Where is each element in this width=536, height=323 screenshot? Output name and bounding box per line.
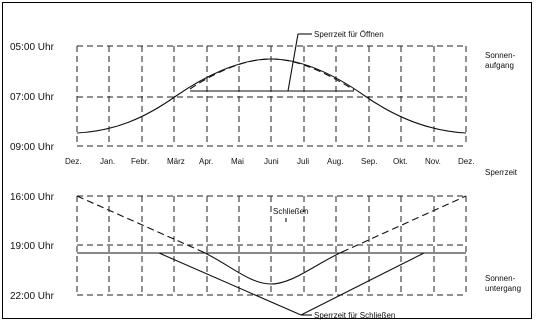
bottom-y-label-0: 16:00 Uhr bbox=[10, 192, 55, 203]
month-label: März bbox=[167, 157, 185, 166]
bottom-y-label-1: 19:00 Uhr bbox=[10, 241, 55, 252]
month-label: Dez. bbox=[458, 157, 474, 166]
sunset-curve-dashed-right bbox=[341, 195, 467, 253]
month-axis: Dez. Jan. Febr. März Apr. Mai Juni Juli … bbox=[65, 157, 474, 166]
month-label: Nov. bbox=[425, 157, 441, 166]
month-label: Jan. bbox=[100, 157, 115, 166]
month-label: Sep. bbox=[361, 157, 377, 166]
sunrise-label-line2: aufgang bbox=[485, 61, 514, 70]
top-y-label-2: 09:00 Uhr bbox=[10, 142, 55, 153]
top-y-label-1: 07:00 Uhr bbox=[10, 92, 55, 103]
bottom-panel: Sperrzeit für Schließen Schließen 16:00 … bbox=[10, 192, 521, 320]
month-label: Aug. bbox=[327, 157, 343, 166]
bottom-y-label-2: 22:00 Uhr bbox=[10, 291, 55, 302]
sunset-curve-solid bbox=[202, 251, 343, 285]
month-label: Dez. bbox=[65, 157, 81, 166]
month-label: Juni bbox=[264, 157, 279, 166]
month-label: Mai bbox=[231, 157, 244, 166]
month-label: Okt. bbox=[393, 157, 408, 166]
month-label: Apr. bbox=[199, 157, 213, 166]
close-inner-label: Schließen bbox=[273, 207, 309, 216]
diagram-frame bbox=[2, 2, 532, 319]
sunset-curve-dashed-left bbox=[76, 195, 204, 253]
close-lockout-pointer bbox=[158, 252, 425, 316]
sunrise-curve-dashed bbox=[189, 58, 355, 91]
month-label: Juli bbox=[297, 157, 309, 166]
sunset-label-line2: untergang bbox=[485, 284, 521, 293]
lockout-label: Sperrzeit bbox=[485, 168, 518, 177]
month-label: Febr. bbox=[131, 157, 149, 166]
close-lockout-annotation: Sperrzeit für Schließen bbox=[314, 311, 395, 320]
top-y-label-0: 05:00 Uhr bbox=[10, 42, 55, 53]
top-panel: Sperrzeit für Öffnen 05:00 Uhr 07:00 Uhr… bbox=[10, 30, 516, 153]
sunrise-label-line1: Sonnen- bbox=[485, 51, 516, 60]
sunset-label-line1: Sonnen- bbox=[485, 274, 516, 283]
open-lockout-pointer bbox=[287, 33, 312, 92]
sunrise-curve-solid bbox=[76, 58, 467, 134]
open-lockout-annotation: Sperrzeit für Öffnen bbox=[314, 30, 384, 39]
bottom-grid bbox=[76, 195, 467, 296]
top-grid bbox=[76, 45, 467, 147]
